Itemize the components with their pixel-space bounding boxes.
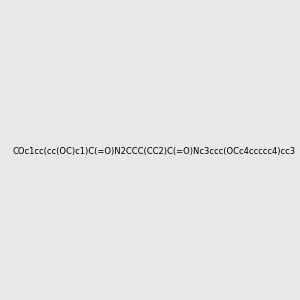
Text: COc1cc(cc(OC)c1)C(=O)N2CCC(CC2)C(=O)Nc3ccc(OCc4ccccc4)cc3: COc1cc(cc(OC)c1)C(=O)N2CCC(CC2)C(=O)Nc3c… — [12, 147, 295, 156]
